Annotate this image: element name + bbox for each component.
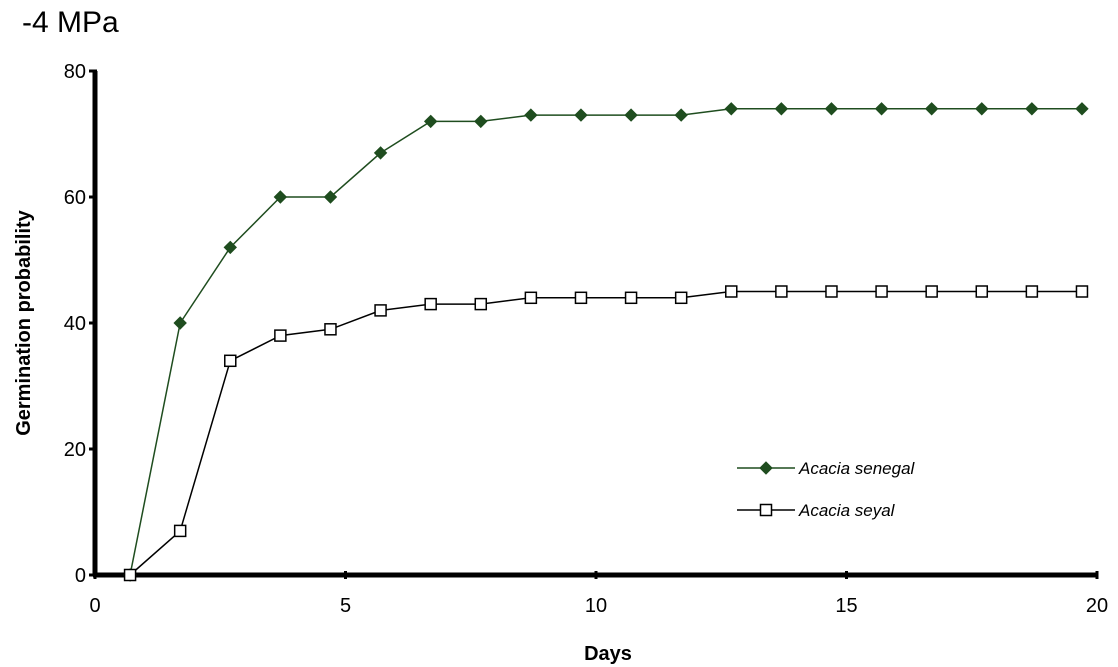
data-point [1025, 102, 1039, 116]
series-line-acacia-senegal [129, 108, 1082, 576]
data-point [624, 291, 638, 305]
legend-marker [759, 503, 773, 517]
axes [92, 71, 1097, 578]
data-point [524, 108, 538, 122]
data-point [474, 114, 488, 129]
data-point [223, 240, 237, 255]
data-point [674, 108, 688, 122]
data-point [774, 102, 789, 116]
y-tick-label: 60 [64, 187, 86, 209]
data-point [924, 102, 939, 116]
series-line-acacia-seyal [129, 290, 1082, 576]
series-acacia-seyal [123, 285, 1089, 582]
data-point [474, 297, 488, 311]
x-tick-label: 20 [1086, 595, 1108, 617]
x-tick-label: 5 [340, 595, 351, 617]
legend-label: Acacia seyal [798, 501, 896, 520]
data-point [1075, 285, 1089, 298]
data-point [874, 102, 889, 116]
data-point [824, 102, 839, 116]
legend-item-acacia-senegal: Acacia senegal [737, 459, 916, 478]
data-point [725, 285, 738, 298]
y-tick-label: 80 [64, 61, 86, 83]
data-point [975, 102, 989, 116]
data-point [274, 329, 287, 342]
y-tick-label: 40 [64, 313, 86, 335]
data-point [524, 291, 538, 305]
data-point [323, 190, 338, 204]
data-point [324, 323, 337, 336]
data-point [123, 568, 137, 582]
y-tick-label: 20 [64, 439, 86, 461]
data-point [273, 190, 288, 204]
data-point [574, 291, 588, 305]
y-tick-label: 0 [75, 565, 86, 587]
data-point [674, 291, 688, 305]
series-layer [123, 102, 1089, 582]
data-point [173, 316, 187, 330]
x-tick-label: 0 [89, 595, 100, 617]
x-axis-label: Days [584, 643, 632, 665]
data-point [173, 524, 187, 538]
data-point [925, 285, 938, 298]
data-point [1025, 285, 1039, 298]
legend-label: Acacia senegal [798, 459, 916, 478]
legend: Acacia senegal Acacia seyal [737, 459, 916, 520]
data-point [1075, 102, 1089, 116]
legend-item-acacia-seyal: Acacia seyal [737, 501, 896, 520]
x-tick-label: 10 [585, 595, 607, 617]
data-point [574, 108, 588, 122]
data-point [424, 297, 437, 311]
data-point [724, 102, 738, 116]
data-point [875, 285, 888, 298]
data-point [975, 285, 989, 298]
legend-marker [759, 461, 773, 475]
data-point [624, 108, 638, 122]
data-point [423, 114, 438, 129]
data-point [775, 285, 788, 298]
chart-title: -4 MPa [22, 6, 119, 39]
data-point [374, 304, 387, 317]
x-tick-label: 15 [835, 595, 857, 617]
data-point [224, 354, 237, 368]
ticks: 0 5 10 15 20 0 20 40 60 80 [64, 61, 1108, 617]
data-point [373, 146, 388, 160]
data-point [825, 285, 838, 298]
y-axis-label: Germination probability [13, 209, 35, 435]
